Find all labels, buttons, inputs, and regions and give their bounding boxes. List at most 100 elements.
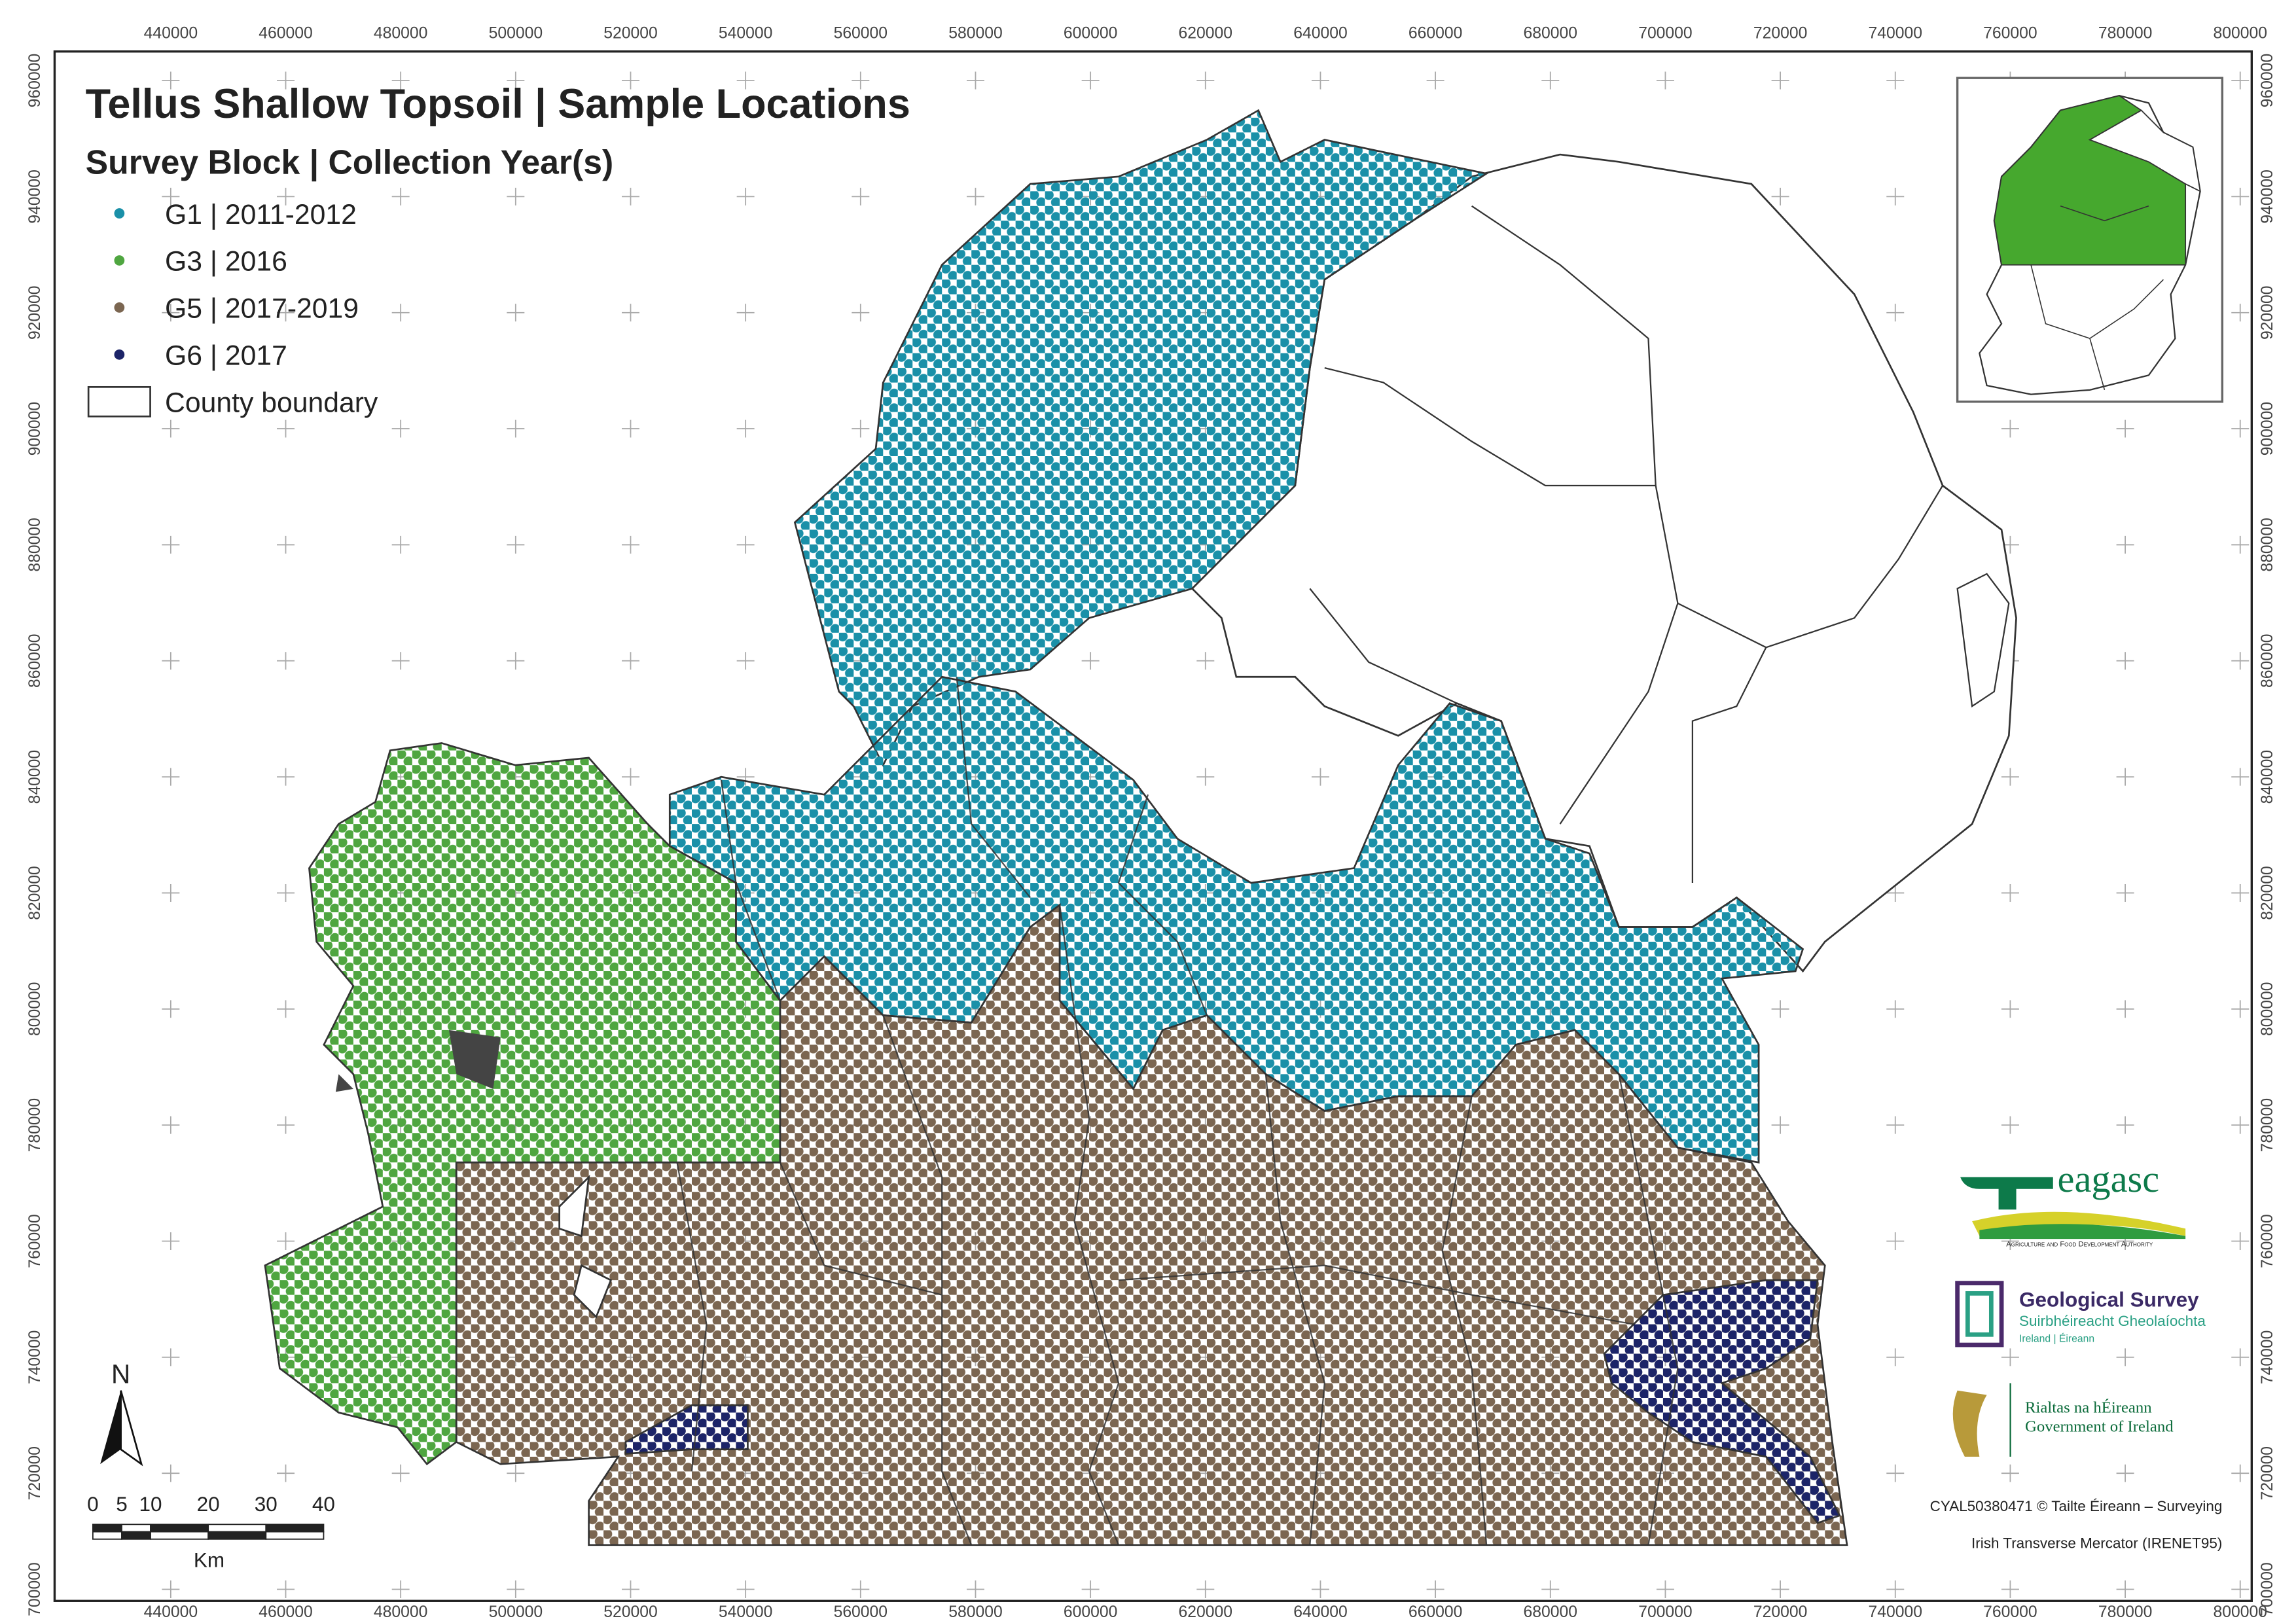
scale-segment	[121, 1524, 151, 1533]
grid-cross	[507, 71, 525, 90]
legend-title: Survey Block | Collection Year(s)	[86, 143, 614, 181]
map-frame	[53, 50, 2253, 1602]
grid-cross	[2231, 71, 2250, 90]
grid-cross	[736, 1580, 755, 1599]
x-tick-label: 620000	[1179, 1603, 1232, 1621]
x-tick-label: 700000	[1638, 1603, 1692, 1621]
x-tick-label: 740000	[1869, 24, 1922, 42]
y-tick-label: 960000	[2259, 54, 2276, 107]
scale-segment	[150, 1524, 209, 1533]
x-tick-label: 660000	[1408, 1603, 1462, 1621]
grid-cross	[2231, 1232, 2250, 1250]
y-tick-label: 720000	[2259, 1446, 2276, 1500]
grid-cross	[162, 187, 180, 205]
scale-label: 5	[116, 1493, 128, 1516]
grid-cross	[162, 1116, 180, 1134]
x-tick-label: 720000	[1753, 1603, 1807, 1621]
y-tick-label: 960000	[26, 54, 44, 107]
grid-cross	[1886, 304, 1905, 322]
legend-label: G3 | 2016	[165, 246, 287, 277]
x-tick-label: 500000	[489, 24, 543, 42]
grid-cross	[1081, 1580, 1100, 1599]
logo-text: eagasc	[2058, 1158, 2160, 1200]
grid-cross	[621, 768, 639, 786]
logo-shape	[1979, 1224, 2186, 1240]
grid-cross	[162, 419, 180, 438]
grid-cross	[621, 187, 639, 205]
grid-cross	[1311, 71, 1329, 90]
grid-cross	[1656, 1580, 1674, 1599]
x-tick-label: 660000	[1408, 24, 1462, 42]
x-tick-label: 500000	[489, 1603, 543, 1621]
x-tick-label: 740000	[1869, 1603, 1922, 1621]
grid-cross	[2116, 1580, 2134, 1599]
grid-cross	[621, 419, 639, 438]
north-label: N	[111, 1359, 130, 1389]
y-tick-label: 700000	[26, 1562, 44, 1616]
scale-segment	[265, 1524, 325, 1533]
x-tick-label: 520000	[603, 24, 657, 42]
x-tick-label: 460000	[259, 24, 312, 42]
county-boundary	[676, 677, 1679, 1546]
grid-cross	[1196, 71, 1215, 90]
scale-label: 30	[255, 1493, 278, 1516]
x-tick-label: 480000	[374, 1603, 427, 1621]
grid-cross	[2231, 1000, 2250, 1018]
grid-cross	[2231, 1580, 2250, 1599]
lough	[1956, 573, 2010, 708]
y-tick-label: 940000	[26, 169, 44, 223]
grid-cross	[966, 187, 984, 205]
grid-cross	[621, 304, 639, 322]
scale-segment	[207, 1531, 267, 1540]
grid-cross	[162, 71, 180, 90]
scale-segment	[265, 1531, 325, 1540]
grid-cross	[621, 652, 639, 670]
grid-cross	[736, 304, 755, 322]
y-tick-label: 920000	[2259, 285, 2276, 339]
inset-ni	[2088, 109, 2201, 192]
grid-cross	[277, 304, 295, 322]
x-tick-label: 700000	[1638, 24, 1692, 42]
grid-cross	[507, 652, 525, 670]
y-tick-label: 900000	[2259, 402, 2276, 455]
x-tick-label: 620000	[1179, 24, 1232, 42]
y-tick-label: 820000	[26, 866, 44, 919]
grid-cross	[1426, 71, 1444, 90]
y-tick-label: 700000	[2259, 1562, 2276, 1616]
harp	[1952, 1390, 1987, 1457]
grid-cross	[1196, 652, 1215, 670]
grid-cross	[736, 71, 755, 90]
grid-cross	[1311, 768, 1329, 786]
logo-shape	[1960, 1177, 2053, 1210]
y-tick-label: 900000	[26, 402, 44, 455]
grid-cross	[2116, 883, 2134, 902]
y-tick-label: 720000	[26, 1446, 44, 1500]
grid-cross	[852, 1580, 870, 1599]
x-tick-label: 640000	[1293, 1603, 1347, 1621]
grid-cross	[1311, 1580, 1329, 1599]
grid-cross	[1426, 1580, 1444, 1599]
grid-cross	[507, 304, 525, 322]
x-tick-label: 560000	[834, 1603, 888, 1621]
grid-cross	[2231, 1348, 2250, 1366]
grid-cross	[1081, 652, 1100, 670]
grid-cross	[2001, 883, 2019, 902]
legend-swatch	[114, 255, 125, 266]
scale-segment	[92, 1524, 122, 1533]
grid-cross	[277, 71, 295, 90]
y-tick-label: 800000	[2259, 982, 2276, 1036]
grid-cross	[2231, 419, 2250, 438]
scale-label: 20	[197, 1493, 220, 1516]
grid-cross	[162, 1464, 180, 1482]
grid-cross	[2116, 652, 2134, 670]
x-tick-label: 800000	[2214, 1603, 2267, 1621]
grid-cross	[852, 419, 870, 438]
grid-cross	[391, 419, 410, 438]
grid-cross	[162, 652, 180, 670]
grid-cross	[391, 1580, 410, 1599]
grid-cross	[2116, 1464, 2134, 1482]
grid-cross	[507, 1464, 525, 1482]
x-tick-label: 520000	[603, 1603, 657, 1621]
legend-swatch	[114, 208, 125, 219]
